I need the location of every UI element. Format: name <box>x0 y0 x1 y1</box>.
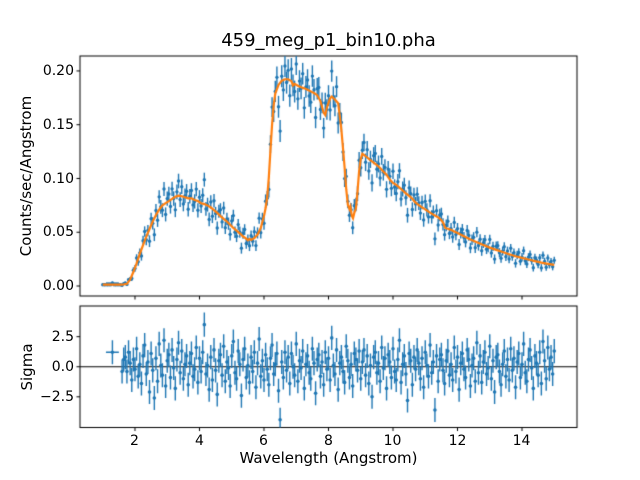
x-tick-label: 2 <box>130 433 139 449</box>
y-tick-label-sigma: 0.0 <box>51 359 74 375</box>
y-tick-label-sigma: 2.5 <box>51 329 74 345</box>
plot-title: 459_meg_p1_bin10.pha <box>221 30 436 51</box>
y-tick-label-sigma: −2.5 <box>40 389 74 405</box>
x-tick-label: 10 <box>383 433 402 449</box>
x-tick-label: 12 <box>448 433 467 449</box>
y-tick-label-top: 0.15 <box>42 117 74 133</box>
y-tick-label-top: 0.10 <box>42 171 74 187</box>
y-tick-label-top: 0.00 <box>42 278 74 294</box>
x-tick-label: 4 <box>195 433 204 449</box>
y-tick-label-top: 0.05 <box>42 224 74 240</box>
x-tick-label: 6 <box>259 433 268 449</box>
y-tick-label-top: 0.20 <box>42 63 74 79</box>
x-tick-label: 8 <box>324 433 333 449</box>
x-tick-label: 14 <box>512 433 531 449</box>
x-axis-label: Wavelength (Angstrom) <box>239 449 418 467</box>
